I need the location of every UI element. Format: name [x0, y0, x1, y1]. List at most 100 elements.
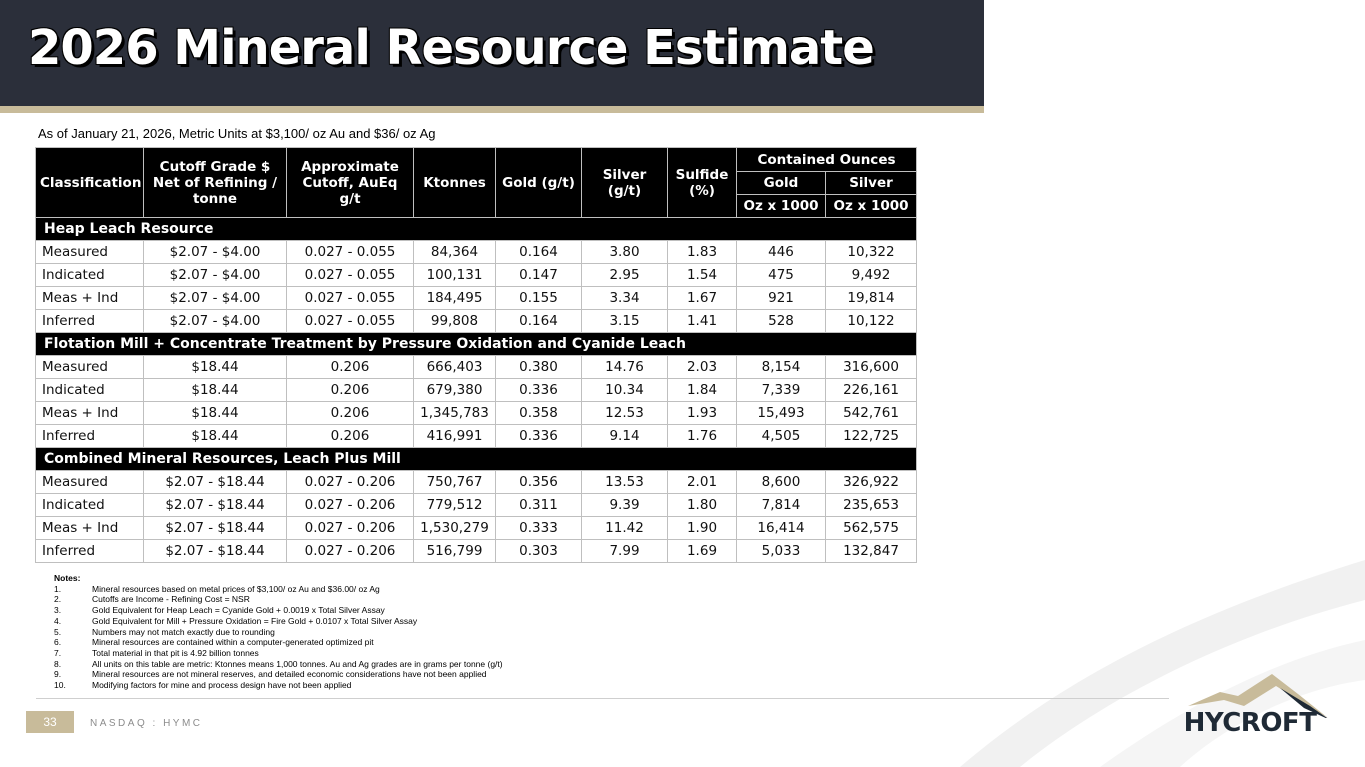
- classification-cell: Inferred: [36, 310, 144, 333]
- note-text: Mineral resources are contained within a…: [92, 637, 374, 648]
- table-row: Measured $18.44 0.206 666,403 0.380 14.76 2.03…: [36, 356, 917, 379]
- sulfide-cell: 1.90: [668, 517, 737, 540]
- cutoff-cell: $2.07 - $4.00: [144, 241, 287, 264]
- contained-silver-cell: 122,725: [826, 425, 917, 448]
- gold-cell: 0.164: [496, 241, 582, 264]
- footer-rule: [36, 698, 1169, 699]
- silver-cell: 3.80: [582, 241, 668, 264]
- gold-cell: 0.358: [496, 402, 582, 425]
- header-cutoff-grade: Cutoff Grade $ Net of Refining / tonne: [144, 148, 287, 218]
- table-row: Measured $2.07 - $18.44 0.027 - 0.206 750,7…: [36, 471, 917, 494]
- note-item: 3. Gold Equivalent for Heap Leach = Cyani…: [54, 605, 503, 616]
- notes-title: Notes:: [54, 573, 503, 584]
- table-row: Indicated $2.07 - $4.00 0.027 - 0.055 100,1…: [36, 264, 917, 287]
- table-row: Measured $2.07 - $4.00 0.027 - 0.055 84,364…: [36, 241, 917, 264]
- silver-cell: 12.53: [582, 402, 668, 425]
- contained-silver-cell: 9,492: [826, 264, 917, 287]
- header-gold-unit: Oz x 1000: [737, 195, 826, 218]
- cutoff-cell: $2.07 - $4.00: [144, 264, 287, 287]
- note-number: 10.: [54, 680, 92, 691]
- page-title: 2026 Mineral Resource Estimate: [28, 20, 874, 76]
- note-text: Cutoffs are Income - Refining Cost = NSR: [92, 594, 250, 605]
- note-number: 5.: [54, 627, 92, 638]
- classification-cell: Meas + Ind: [36, 517, 144, 540]
- note-number: 9.: [54, 669, 92, 680]
- header-contained-silver: Silver: [826, 172, 917, 195]
- approx-cutoff-cell: 0.027 - 0.055: [287, 287, 414, 310]
- table-row: Indicated $2.07 - $18.44 0.027 - 0.206 779,…: [36, 494, 917, 517]
- contained-silver-cell: 10,122: [826, 310, 917, 333]
- classification-cell: Indicated: [36, 379, 144, 402]
- ktonnes-cell: 184,495: [414, 287, 496, 310]
- section-title: Combined Mineral Resources, Leach Plus M…: [36, 448, 917, 471]
- classification-cell: Inferred: [36, 425, 144, 448]
- hycroft-logo: HYCROFT: [1180, 668, 1340, 744]
- gold-cell: 0.336: [496, 425, 582, 448]
- ktonnes-cell: 99,808: [414, 310, 496, 333]
- approx-cutoff-cell: 0.027 - 0.055: [287, 241, 414, 264]
- silver-cell: 14.76: [582, 356, 668, 379]
- ktonnes-cell: 100,131: [414, 264, 496, 287]
- logo-text: HYCROFT: [1180, 708, 1320, 738]
- ktonnes-cell: 779,512: [414, 494, 496, 517]
- note-item: 9. Mineral resources are not mineral rese…: [54, 669, 503, 680]
- approx-cutoff-cell: 0.206: [287, 356, 414, 379]
- approx-cutoff-cell: 0.206: [287, 425, 414, 448]
- contained-silver-cell: 235,653: [826, 494, 917, 517]
- gold-cell: 0.164: [496, 310, 582, 333]
- header-approx-cutoff: Approximate Cutoff, AuEq g/t: [287, 148, 414, 218]
- ktonnes-cell: 679,380: [414, 379, 496, 402]
- gold-cell: 0.311: [496, 494, 582, 517]
- header-sulfide: Sulfide (%): [668, 148, 737, 218]
- note-number: 6.: [54, 637, 92, 648]
- section-header-row: Heap Leach Resource: [36, 218, 917, 241]
- note-number: 7.: [54, 648, 92, 659]
- table-row: Indicated $18.44 0.206 679,380 0.336 10.34 1.8…: [36, 379, 917, 402]
- note-text: Mineral resources based on metal prices …: [92, 584, 380, 595]
- contained-silver-cell: 132,847: [826, 540, 917, 563]
- table-row: Inferred $18.44 0.206 416,991 0.336 9.14 1.76 4…: [36, 425, 917, 448]
- table-body: Heap Leach Resource Measured $2.07 - $4.00…: [36, 218, 917, 563]
- note-text: Gold Equivalent for Mill + Pressure Oxid…: [92, 616, 417, 627]
- approx-cutoff-cell: 0.027 - 0.206: [287, 471, 414, 494]
- header-contained-ounces: Contained Ounces: [737, 148, 917, 172]
- cutoff-cell: $2.07 - $18.44: [144, 540, 287, 563]
- contained-silver-cell: 10,322: [826, 241, 917, 264]
- sulfide-cell: 1.69: [668, 540, 737, 563]
- header-silver-unit: Oz x 1000: [826, 195, 917, 218]
- contained-silver-cell: 226,161: [826, 379, 917, 402]
- contained-gold-cell: 921: [737, 287, 826, 310]
- page-number: 33: [26, 711, 74, 733]
- sulfide-cell: 2.01: [668, 471, 737, 494]
- sulfide-cell: 1.54: [668, 264, 737, 287]
- classification-cell: Measured: [36, 471, 144, 494]
- table-row: Meas + Ind $2.07 - $4.00 0.027 - 0.055 184,…: [36, 287, 917, 310]
- classification-cell: Meas + Ind: [36, 287, 144, 310]
- classification-cell: Measured: [36, 241, 144, 264]
- note-number: 3.: [54, 605, 92, 616]
- sulfide-cell: 1.83: [668, 241, 737, 264]
- silver-cell: 3.34: [582, 287, 668, 310]
- contained-gold-cell: 7,339: [737, 379, 826, 402]
- gold-cell: 0.303: [496, 540, 582, 563]
- silver-cell: 2.95: [582, 264, 668, 287]
- section-header-row: Flotation Mill + Concentrate Treatment b…: [36, 333, 917, 356]
- header-silver: Silver (g/t): [582, 148, 668, 218]
- contained-silver-cell: 542,761: [826, 402, 917, 425]
- ktonnes-cell: 84,364: [414, 241, 496, 264]
- contained-silver-cell: 316,600: [826, 356, 917, 379]
- table-row: Inferred $2.07 - $4.00 0.027 - 0.055 99,808…: [36, 310, 917, 333]
- silver-cell: 3.15: [582, 310, 668, 333]
- note-item: 7. Total material in that pit is 4.92 bil…: [54, 648, 503, 659]
- notes: Notes: 1. Mineral resources based on meta…: [54, 573, 503, 691]
- note-number: 4.: [54, 616, 92, 627]
- gold-cell: 0.336: [496, 379, 582, 402]
- note-text: All units on this table are metric: Kton…: [92, 659, 503, 670]
- contained-silver-cell: 326,922: [826, 471, 917, 494]
- cutoff-cell: $2.07 - $18.44: [144, 494, 287, 517]
- classification-cell: Inferred: [36, 540, 144, 563]
- ktonnes-cell: 750,767: [414, 471, 496, 494]
- cutoff-cell: $2.07 - $18.44: [144, 471, 287, 494]
- contained-gold-cell: 475: [737, 264, 826, 287]
- note-text: Mineral resources are not mineral reserv…: [92, 669, 487, 680]
